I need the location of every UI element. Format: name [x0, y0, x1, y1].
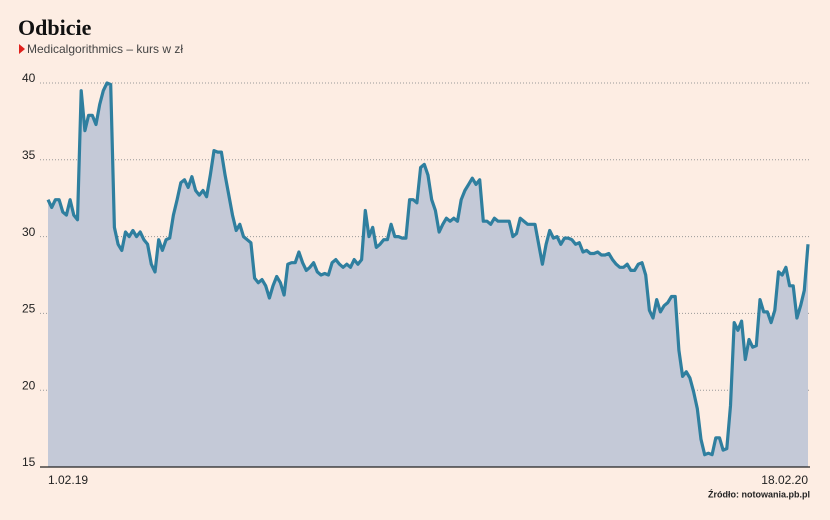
source: Źródło: notowania.pb.pl [708, 489, 810, 499]
y-tick-label: 35 [22, 148, 36, 162]
y-tick-label: 40 [22, 71, 36, 85]
x-tick-label: 1.02.19 [48, 473, 88, 487]
subtitle-marker [19, 44, 25, 54]
x-tick-label: 18.02.20 [761, 473, 808, 487]
y-tick-label: 15 [22, 455, 36, 469]
y-tick-label: 30 [22, 225, 36, 239]
chart-title: Odbicie [18, 15, 92, 40]
y-tick-label: 25 [22, 302, 36, 316]
chart-subtitle: Medicalgorithmics – kurs w zł [27, 42, 183, 56]
y-tick-label: 20 [22, 378, 36, 392]
area-fill [48, 83, 808, 467]
price-line [46, 81, 810, 457]
